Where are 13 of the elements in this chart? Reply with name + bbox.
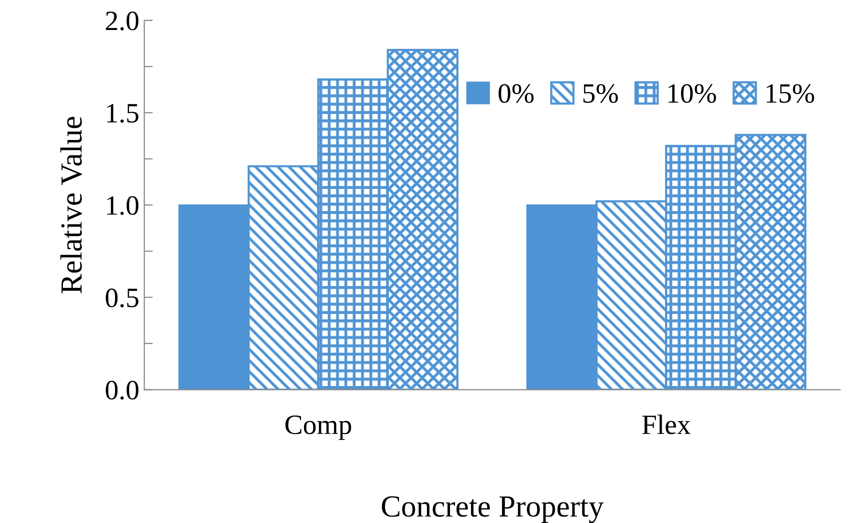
- y-tick-label: 0.5: [106, 288, 138, 308]
- legend-label: 0%: [498, 84, 534, 103]
- y-axis-title: Relative Value: [60, 116, 82, 294]
- x-tick-label: Flex: [642, 414, 691, 434]
- x-axis-title: Concrete Property: [382, 496, 604, 523]
- y-tick-label: 2.0: [106, 12, 138, 30]
- y-tick-label: 1.0: [107, 196, 138, 216]
- x-tick-label: Comp: [285, 416, 352, 440]
- y-tick-label: 1.5: [107, 104, 138, 123]
- y-tick-label: 0.0: [106, 380, 138, 400]
- legend-label: 15%: [766, 84, 814, 103]
- legend-label: 10%: [668, 84, 716, 103]
- legend-label: 5%: [583, 84, 618, 103]
